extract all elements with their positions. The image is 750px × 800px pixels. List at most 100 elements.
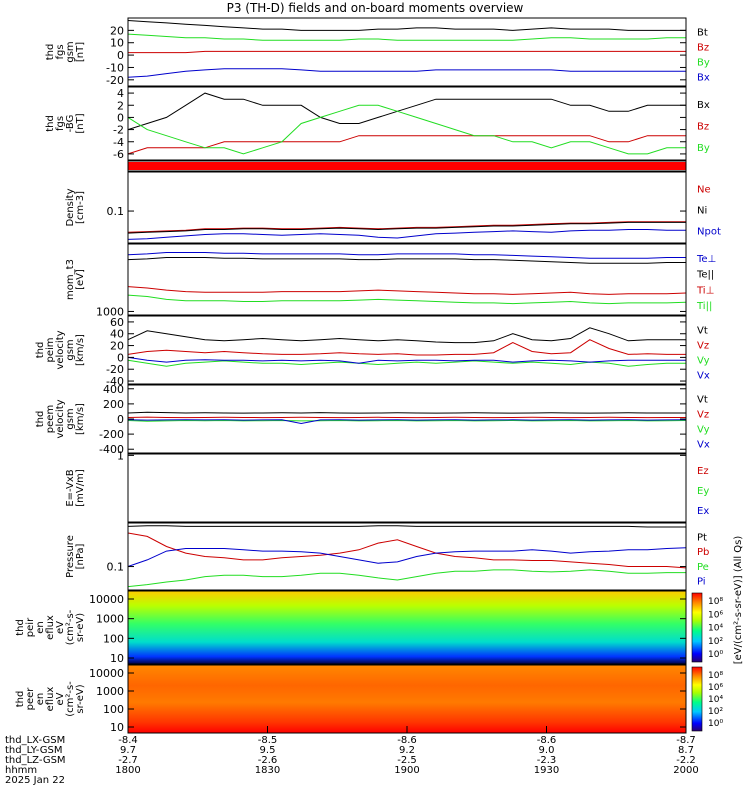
series-line-peim-velocity-1: [127, 339, 686, 356]
legend-efield-1: Ey: [697, 486, 709, 497]
ytick-label: -4: [113, 136, 124, 149]
ylabel-line: en: [35, 693, 46, 706]
ylabel-line: peim: [45, 337, 56, 362]
legend-peem-velocity-2: Vy: [697, 425, 710, 436]
ylabel-line: [nT]: [75, 42, 86, 62]
ylabel-line: [cm-3]: [75, 191, 86, 224]
legend-efield-2: Ex: [697, 506, 709, 517]
ytick-label: 10000: [89, 667, 124, 680]
series-line-temperature-2: [127, 286, 687, 295]
ylabel-line: sr-eV): [75, 613, 86, 642]
colorbar-tick-label: 10⁴: [708, 624, 723, 634]
xtick-lz: -2.6: [258, 755, 278, 766]
xtick-lx: -8.5: [258, 735, 278, 746]
ytick-label: 1000: [96, 613, 124, 626]
ylabel-line: fgs: [55, 44, 66, 59]
series-line-fgs-2: [127, 33, 686, 41]
xtick-lz: -2.5: [397, 755, 417, 766]
colorbar-tick-label: 10⁶: [708, 683, 723, 693]
ytick-label: 10: [110, 37, 124, 50]
series-line-fgs-1: [128, 50, 686, 54]
legend-peim-velocity-1: Vz: [697, 341, 709, 352]
ylabel-line: [nPa]: [75, 543, 86, 569]
ytick-label: 10: [110, 721, 124, 734]
legend-fgs-1: Bz: [697, 43, 709, 54]
spectrogram-fill: [128, 591, 686, 664]
series-line-density-0: [127, 221, 686, 233]
colorbar-tick-label: 10⁰: [708, 650, 723, 660]
colorbar-tick-label: 10²: [708, 637, 723, 647]
xtick-hhmm: 2000: [673, 765, 698, 776]
ylabel-line: [km/s]: [75, 403, 86, 435]
ytick-label: 100: [103, 703, 124, 716]
legend-temperature-0: Te⊥: [696, 254, 716, 265]
xtick-lx: -8.7: [676, 735, 696, 746]
ylabel-line: gsm: [65, 339, 76, 360]
ytick-label: -400: [99, 443, 124, 456]
panel-temperature: Te⊥ Te|| Ti⊥ Ti|| 1000 mom_t3 [eV]: [65, 243, 716, 318]
ytick-label: 0: [117, 413, 124, 426]
series-line-fgs-nogsm-0: [127, 92, 686, 131]
xaxis-row-label: thd_LZ-GSM: [5, 755, 66, 766]
legend-efield-0: Ez: [697, 466, 709, 477]
panel-frame: [127, 17, 687, 87]
legend-fgs-nogsm-0: Bx: [697, 100, 710, 111]
ytick-label: 20: [110, 24, 124, 37]
ytick-label: -10: [106, 61, 124, 74]
ylabel-line: fgs: [55, 116, 66, 131]
colorbar-tick-label: 10⁸: [708, 597, 723, 607]
ylabel-line: thd: [45, 44, 56, 61]
series-line-peem-velocity-0: [127, 411, 686, 414]
ylabel-line: E=-VxB: [65, 469, 76, 506]
legend-peim-velocity-3: Vx: [697, 371, 710, 382]
panel-mode: [127, 160, 687, 172]
ylabel-line: (cm²-s-: [65, 681, 76, 717]
ylabel-line: en: [35, 621, 46, 634]
legend-peim-velocity-2: Vy: [697, 356, 710, 367]
ylabel-line: Pressure: [65, 535, 76, 578]
series-line-density-1: [127, 221, 686, 234]
ytick-label: -2: [113, 124, 124, 137]
colorbar-label: [eV/(cm²-s-sr-eV)] (All Qs): [733, 536, 744, 665]
panel-peer-spectrogram: 10⁸ 10⁶ 10⁴ 10² 10⁰ 10000 1000 100 10 thd peer en ef…: [15, 664, 723, 734]
series-line-pressure-2: [127, 569, 686, 588]
xtick-ly: 9.0: [539, 745, 555, 756]
ylabel-line: thd: [15, 619, 26, 636]
legend-pressure-3: Pi: [697, 577, 706, 588]
legend-peim-velocity-0: Vt: [697, 326, 708, 337]
xtick-lz: -2.3: [537, 755, 557, 766]
legend-density-2: Npot: [697, 227, 721, 238]
ylabel-line: gsm: [65, 41, 76, 62]
xtick-lz: -2.7: [118, 755, 138, 766]
series-line-temperature-1: [127, 257, 686, 264]
panel-frame: [127, 171, 687, 244]
xaxis-row-label: thd_LY-GSM: [5, 745, 62, 756]
ytick-label: 4: [117, 87, 124, 100]
series-line-peem-velocity-3: [127, 419, 687, 425]
panel-fgs-nogsm: Bx Bz By 420-2-4-6 thd fgs -BG [nT]: [45, 86, 710, 161]
colorbar-tick-label: 10⁶: [708, 610, 723, 620]
ylabel-line: eflux: [45, 687, 56, 712]
panel-frame: [127, 315, 687, 385]
series-line-pressure-3: [127, 547, 687, 567]
ylabel-line: peer: [25, 687, 36, 711]
ylabel-line: gsm: [65, 408, 76, 429]
ytick-label: 0.1: [107, 205, 125, 218]
xtick-ly: 8.7: [678, 745, 694, 756]
ytick-label: -20: [106, 363, 124, 376]
series-line-fgs-nogsm-1: [127, 135, 686, 155]
xaxis-row-label: hhmm: [5, 765, 37, 776]
series-line-peim-velocity-0: [127, 327, 686, 344]
legend-peem-velocity-1: Vz: [697, 410, 709, 421]
xtick-ly: 9.2: [399, 745, 415, 756]
xtick-lx: -8.4: [118, 735, 138, 746]
ylabel-line: peir: [25, 617, 36, 637]
panel-frame: [127, 160, 687, 172]
legend-fgs-nogsm-1: Bz: [697, 122, 709, 133]
ytick-label: 1000: [96, 305, 124, 318]
xtick-lx: -8.6: [397, 735, 417, 746]
colorbar: [691, 666, 703, 732]
series-line-peem-velocity-1: [127, 416, 686, 419]
legend-temperature-3: Ti||: [696, 301, 712, 312]
